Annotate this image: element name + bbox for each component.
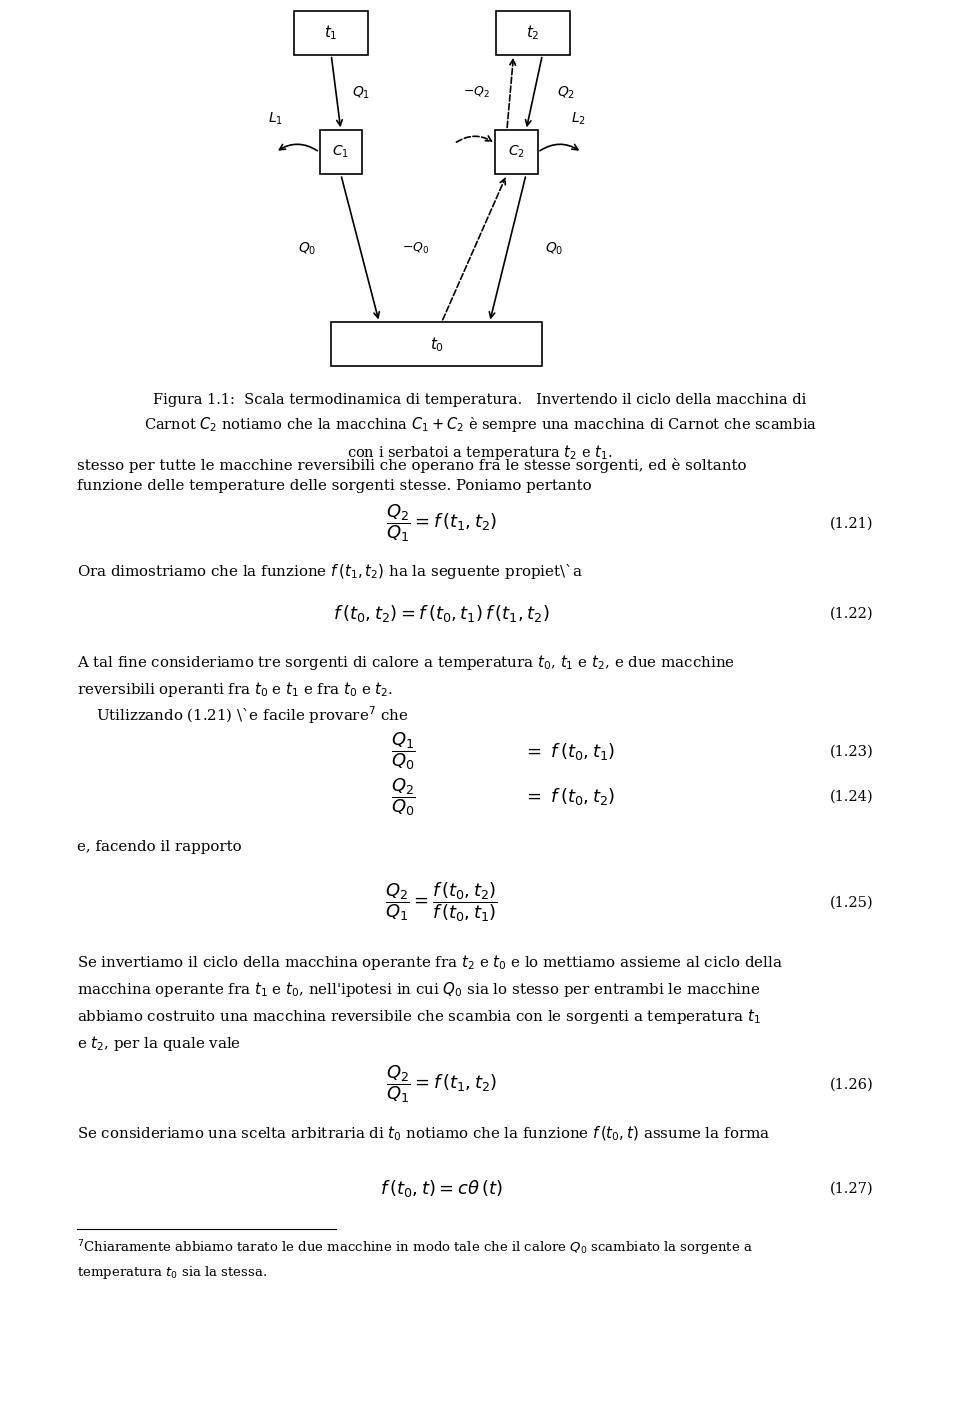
Text: (1.22): (1.22) [830,606,874,620]
Text: $f\,(t_0, t) = c\theta\,(t)$: $f\,(t_0, t) = c\theta\,(t)$ [380,1178,503,1198]
Text: (1.25): (1.25) [830,895,874,909]
Text: $^7$Chiaramente abbiamo tarato le due macchine in modo tale che il calore $Q_0$ : $^7$Chiaramente abbiamo tarato le due ma… [77,1238,753,1281]
Text: $Q_0$: $Q_0$ [545,240,564,256]
FancyBboxPatch shape [495,129,538,174]
Text: $-Q_0$: $-Q_0$ [402,240,429,256]
Text: $t_2$: $t_2$ [526,23,540,43]
Text: A tal fine consideriamo tre sorgenti di calore a temperatura $t_0$, $t_1$ e $t_2: A tal fine consideriamo tre sorgenti di … [77,653,734,699]
Text: $Q_2$: $Q_2$ [557,84,575,101]
Text: $Q_1$: $Q_1$ [352,84,371,101]
Text: Se consideriamo una scelta arbitraria di $t_0$ notiamo che la funzione $f\,(t_0,: Se consideriamo una scelta arbitraria di… [77,1124,770,1143]
Text: e, facendo il rapporto: e, facendo il rapporto [77,840,241,854]
Text: $-Q_2$: $-Q_2$ [463,85,490,100]
Text: $C_2$: $C_2$ [508,144,525,161]
Text: $t_0$: $t_0$ [430,334,444,354]
FancyBboxPatch shape [331,322,542,366]
Text: Ora dimostriamo che la funzione $f\,(t_1, t_2)$ ha la seguente propiet\`a: Ora dimostriamo che la funzione $f\,(t_1… [77,562,583,581]
Text: (1.23): (1.23) [829,744,874,758]
Text: $Q_0$: $Q_0$ [299,240,317,256]
Text: stesso per tutte le macchine reversibili che operano fra le stesse sorgenti, ed : stesso per tutte le macchine reversibili… [77,458,746,494]
Text: $L_2$: $L_2$ [571,110,587,127]
Text: $f\,(t_0, t_2) = f\,(t_0, t_1)\,f\,(t_1, t_2)$: $f\,(t_0, t_2) = f\,(t_0, t_1)\,f\,(t_1,… [333,603,550,623]
Text: $\dfrac{Q_1}{Q_0}$: $\dfrac{Q_1}{Q_0}$ [391,730,416,773]
Text: $\dfrac{Q_2}{Q_0}$: $\dfrac{Q_2}{Q_0}$ [391,776,416,818]
Text: (1.27): (1.27) [830,1181,874,1195]
Text: Se invertiamo il ciclo della macchina operante fra $t_2$ e $t_0$ e lo mettiamo a: Se invertiamo il ciclo della macchina op… [77,953,782,1053]
Text: $\dfrac{Q_2}{Q_1} = f\,(t_1, t_2)$: $\dfrac{Q_2}{Q_1} = f\,(t_1, t_2)$ [386,1063,497,1106]
Text: $= \ f\,(t_0, t_1)$: $= \ f\,(t_0, t_1)$ [523,741,615,761]
Text: Utilizzando (1.21) \`e facile provare$^7$ che: Utilizzando (1.21) \`e facile provare$^7… [77,704,408,726]
Text: Figura 1.1:  Scala termodinamica di temperatura.   Invertendo il ciclo della mac: Figura 1.1: Scala termodinamica di tempe… [143,393,817,461]
Text: $t_1$: $t_1$ [324,23,338,43]
Text: (1.26): (1.26) [829,1077,874,1091]
Text: $\dfrac{Q_2}{Q_1} = \dfrac{f\,(t_0, t_2)}{f\,(t_0, t_1)}$: $\dfrac{Q_2}{Q_1} = \dfrac{f\,(t_0, t_2)… [385,881,498,924]
FancyBboxPatch shape [294,10,369,54]
Text: $= \ f\,(t_0, t_2)$: $= \ f\,(t_0, t_2)$ [523,787,615,807]
Text: $L_1$: $L_1$ [268,110,283,127]
Text: (1.24): (1.24) [830,790,874,804]
Text: $C_1$: $C_1$ [332,144,349,161]
Text: $\dfrac{Q_2}{Q_1} = f\,(t_1, t_2)$: $\dfrac{Q_2}{Q_1} = f\,(t_1, t_2)$ [386,502,497,545]
FancyBboxPatch shape [320,129,362,174]
Text: (1.21): (1.21) [830,517,874,531]
FancyBboxPatch shape [496,10,570,54]
